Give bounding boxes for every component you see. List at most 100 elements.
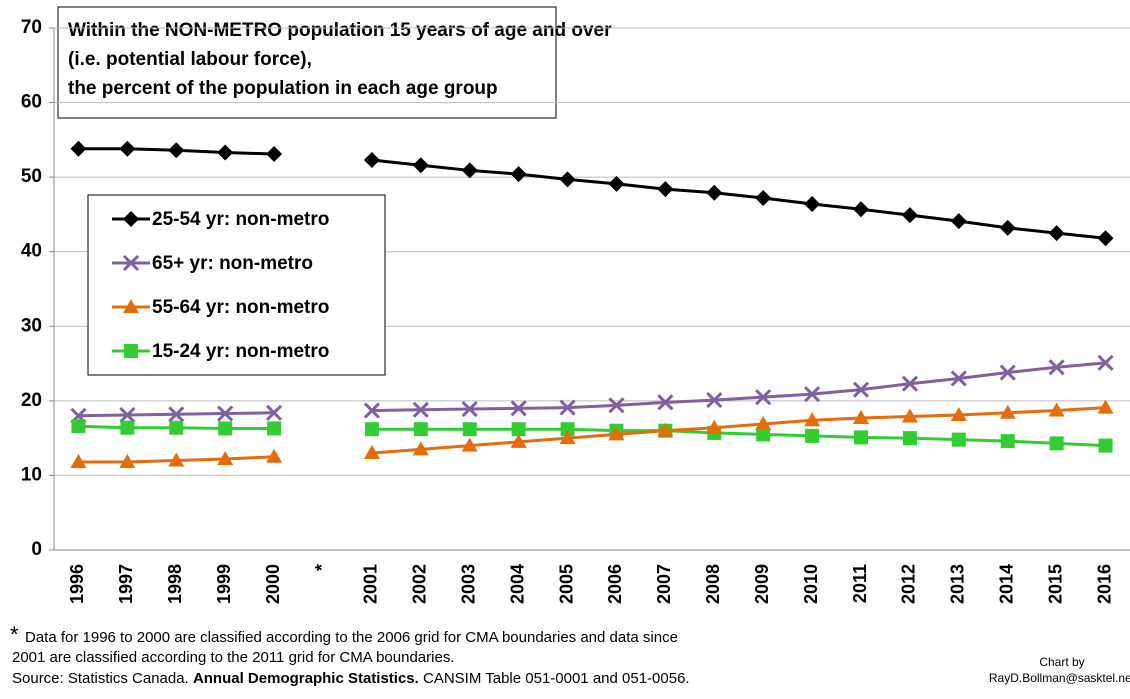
x-tick-label: 2015 <box>1045 564 1065 604</box>
marker <box>461 437 478 452</box>
marker <box>805 428 820 443</box>
marker <box>999 364 1016 381</box>
marker <box>804 386 821 403</box>
marker <box>169 420 184 435</box>
legend-marker <box>124 344 138 358</box>
marker <box>71 419 86 434</box>
marker <box>461 162 478 179</box>
marker <box>950 370 967 387</box>
marker <box>510 400 527 417</box>
footnote: 2001 are classified according to the 201… <box>12 649 455 666</box>
marker <box>364 422 379 437</box>
marker <box>218 421 233 436</box>
marker <box>412 441 429 456</box>
legend-label: 55-64 yr: non-metro <box>152 297 329 318</box>
marker <box>119 406 136 424</box>
source-text: Source: Statistics Canada. <box>12 670 189 687</box>
marker <box>511 422 526 437</box>
marker <box>608 175 625 192</box>
marker <box>217 405 234 422</box>
marker <box>1097 354 1114 371</box>
marker <box>902 431 917 446</box>
legend-marker <box>123 211 139 227</box>
marker <box>559 399 576 416</box>
x-tick-label: 2007 <box>654 564 674 604</box>
marker <box>1097 399 1114 414</box>
marker <box>560 422 575 437</box>
marker <box>852 381 870 398</box>
legend-marker <box>123 299 139 313</box>
marker <box>363 151 380 168</box>
marker <box>1048 359 1065 376</box>
marker <box>853 201 869 218</box>
source-text: CANSIM Table 051-0001 and 051-0056. <box>423 670 690 687</box>
series-line <box>78 406 1106 464</box>
marker <box>901 207 918 224</box>
marker <box>363 445 380 460</box>
marker <box>755 415 772 430</box>
marker <box>901 408 918 423</box>
marker <box>217 451 234 466</box>
marker <box>756 427 771 442</box>
x-tick-label: 2014 <box>996 564 1016 604</box>
marker <box>510 166 527 183</box>
marker <box>853 410 869 425</box>
marker <box>706 392 723 409</box>
marker <box>412 157 429 174</box>
x-tick-label: 1997 <box>116 564 136 604</box>
x-tick-label: 2013 <box>948 564 968 604</box>
marker <box>266 404 283 421</box>
marker <box>1097 230 1114 247</box>
marker <box>1049 436 1064 451</box>
marker <box>657 394 674 411</box>
credit: Chart by <box>1039 655 1084 669</box>
x-tick-label: 2010 <box>801 564 821 604</box>
marker <box>461 400 478 418</box>
marker <box>412 401 429 418</box>
marker <box>363 402 380 419</box>
x-tick-label: 2012 <box>899 564 919 604</box>
marker <box>657 181 674 198</box>
marker <box>804 412 821 427</box>
chart-title: (i.e. potential labour force), <box>68 49 312 70</box>
marker <box>119 454 136 469</box>
x-tick-label: 2001 <box>361 564 381 604</box>
y-tick-label: 60 <box>21 92 42 113</box>
marker <box>267 421 282 436</box>
legend-label: 15-24 yr: non-metro <box>152 341 329 362</box>
y-tick-label: 50 <box>21 166 42 187</box>
legend-label: 65+ yr: non-metro <box>152 253 313 274</box>
marker <box>559 430 576 445</box>
marker <box>120 420 135 435</box>
chart-title: the percent of the population in each ag… <box>68 78 498 99</box>
marker <box>657 422 674 437</box>
marker <box>755 389 772 406</box>
marker <box>999 219 1016 236</box>
marker <box>854 430 868 445</box>
y-tick-label: 20 <box>21 390 42 411</box>
source-title: Annual Demographic Statistics. <box>193 670 419 687</box>
marker <box>266 146 283 163</box>
marker <box>1048 402 1065 417</box>
marker <box>950 407 967 422</box>
x-tick-label: 2011 <box>850 564 870 603</box>
legend-marker <box>122 254 140 272</box>
chart-title: Within the NON-METRO population 15 years… <box>68 20 612 41</box>
footnote-star: * <box>10 622 19 647</box>
x-tick-label: * <box>312 564 332 571</box>
credit: RayD.Bollman@sasktel.net <box>989 671 1130 685</box>
marker <box>999 404 1016 419</box>
marker <box>168 406 185 423</box>
x-tick-label: 2002 <box>410 564 430 604</box>
x-tick-label: 2003 <box>458 564 478 604</box>
title-box <box>57 6 557 119</box>
marker <box>168 452 185 467</box>
marker <box>1098 438 1113 453</box>
marker <box>804 195 821 212</box>
source: Source: Statistics Canada. Annual Demogr… <box>12 670 690 687</box>
x-tick-label: 1998 <box>165 564 185 604</box>
marker <box>901 375 918 392</box>
y-tick-label: 70 <box>21 17 42 38</box>
marker <box>510 433 527 448</box>
